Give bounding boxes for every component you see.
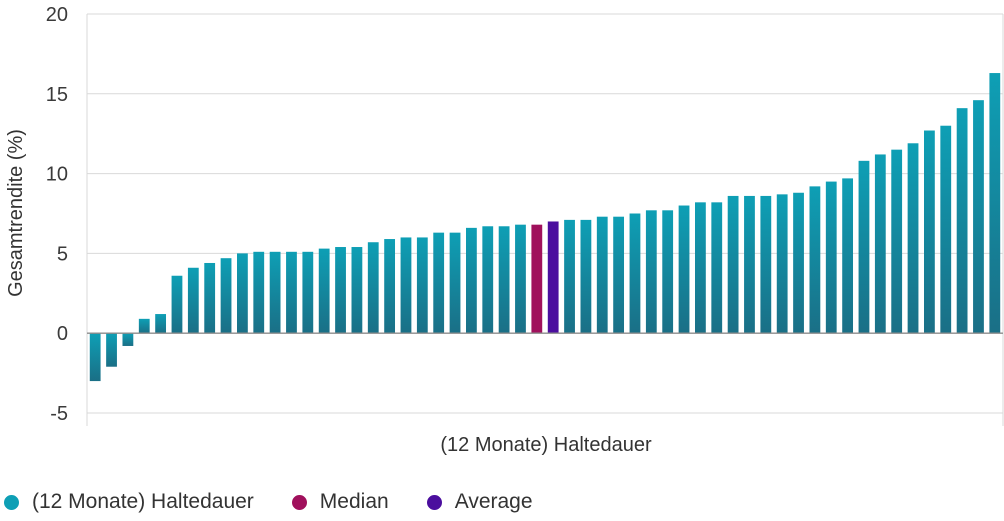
bar <box>171 275 183 334</box>
bar <box>498 226 510 334</box>
bar <box>776 194 788 334</box>
bar <box>825 181 837 334</box>
bar <box>187 267 199 334</box>
bar <box>973 100 984 334</box>
bar <box>416 237 428 334</box>
bar <box>711 202 723 334</box>
bar-chart: -5 0 5 10 15 20 Gesamtrendite (%) (12 Monate)… <box>5 4 1004 456</box>
bar <box>940 125 952 334</box>
y-tick-label: -5 <box>50 403 68 425</box>
bar <box>613 216 625 334</box>
bar <box>253 251 265 334</box>
y-axis-title: Gesamtrendite (%) <box>5 129 27 297</box>
bar <box>989 73 1001 334</box>
bar <box>204 262 216 334</box>
bar <box>695 202 706 334</box>
bar <box>564 219 575 334</box>
bar <box>727 195 739 334</box>
bar <box>874 154 886 334</box>
bar <box>138 318 150 334</box>
bar <box>400 237 412 334</box>
legend-label-median: Median <box>319 490 389 513</box>
bar <box>580 219 592 334</box>
bar <box>678 205 690 334</box>
legend-dot-series <box>4 494 19 510</box>
bar <box>891 149 903 334</box>
bar <box>809 186 821 334</box>
bar <box>155 314 167 334</box>
bar <box>106 333 117 367</box>
bar <box>629 213 641 334</box>
bar <box>449 232 461 334</box>
bar <box>367 242 379 334</box>
y-tick-label: 5 <box>57 243 68 265</box>
bar <box>744 195 755 334</box>
bar <box>907 143 919 334</box>
y-tick-label: 10 <box>46 164 68 186</box>
bars <box>89 73 1001 382</box>
axes <box>86 14 1004 426</box>
legend-label-series: (12 Monate) Haltedauer <box>32 490 254 513</box>
bar <box>286 251 297 334</box>
bar <box>482 226 494 334</box>
legend-label-average: Average <box>454 490 533 513</box>
bar <box>956 108 968 334</box>
legend-item-series: (12 Monate) Haltedauer <box>4 490 254 514</box>
bar <box>645 210 657 334</box>
x-axis-title: (12 Monate) Haltedauer <box>440 434 652 456</box>
legend: (12 Monate) Haltedauer Median Average <box>4 488 571 516</box>
legend-item-average: Average <box>426 490 533 514</box>
bar <box>793 192 804 334</box>
y-tick-label: 15 <box>46 84 68 106</box>
bar <box>220 258 232 334</box>
bar <box>515 224 526 334</box>
bar <box>858 160 870 334</box>
average-bar <box>547 221 559 334</box>
bar <box>924 130 935 334</box>
legend-dot-average <box>426 494 442 510</box>
y-tick-label: 20 <box>46 4 68 26</box>
bar <box>596 216 608 334</box>
bar <box>466 227 477 334</box>
legend-item-median: Median <box>291 490 389 514</box>
bar <box>335 247 346 334</box>
bar <box>89 333 101 382</box>
median-bar <box>531 224 543 334</box>
chart-area: -5 0 5 10 15 20 Gesamtrendite (%) (12 Monate)… <box>5 4 1004 456</box>
bar <box>237 253 248 334</box>
bar <box>842 178 854 334</box>
bar <box>384 239 396 334</box>
y-tick-labels: -5 0 5 10 15 20 <box>46 4 68 425</box>
y-tick-label: 0 <box>57 323 68 345</box>
legend-dot-median <box>291 494 307 510</box>
bar <box>662 210 674 334</box>
bar <box>122 333 134 346</box>
bar <box>302 251 314 334</box>
bar <box>269 251 281 334</box>
bar <box>760 195 772 334</box>
bar <box>433 232 445 334</box>
bar <box>351 247 363 334</box>
bar <box>318 248 330 334</box>
